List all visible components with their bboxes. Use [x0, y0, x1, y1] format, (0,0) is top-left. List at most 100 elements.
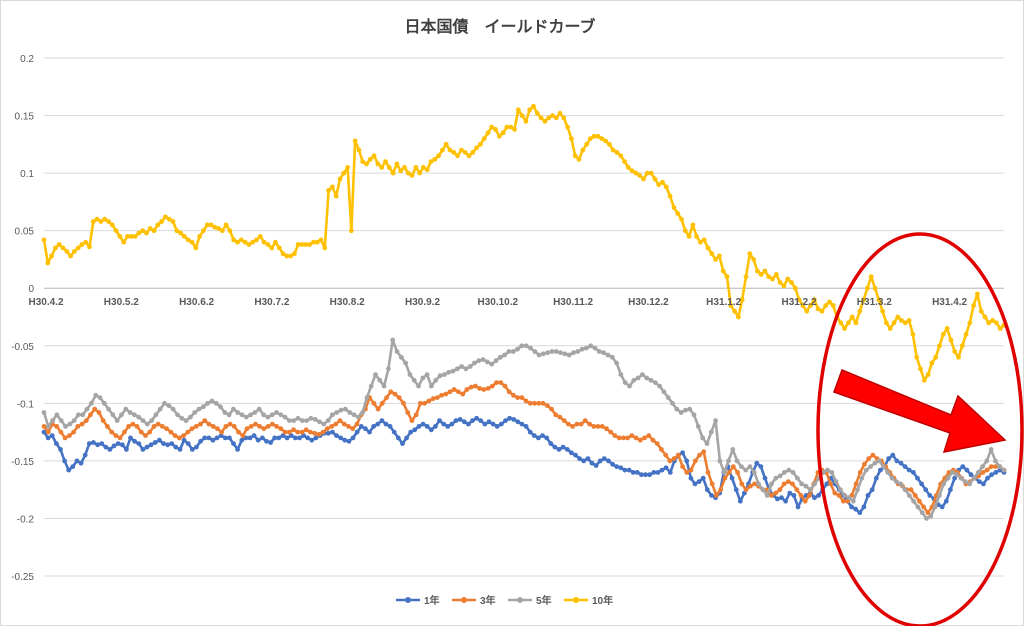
data-point: [352, 138, 358, 144]
data-point: [696, 479, 702, 484]
data-point: [828, 481, 833, 487]
data-point: [633, 435, 639, 441]
data-point: [497, 354, 503, 360]
data-point: [747, 483, 753, 489]
data-point: [796, 297, 802, 303]
data-point: [886, 456, 891, 461]
data-point: [125, 234, 130, 239]
data-point: [202, 418, 208, 423]
data-point: [816, 493, 821, 498]
data-point: [274, 410, 279, 415]
data-point: [360, 159, 366, 165]
data-point: [612, 433, 618, 438]
data-point: [569, 136, 574, 142]
data-point: [997, 326, 1003, 331]
data-point: [564, 447, 570, 452]
data-point: [937, 343, 942, 349]
data-point: [584, 141, 589, 147]
y-tick-label: 0: [28, 284, 34, 295]
data-point: [876, 458, 882, 464]
data-point: [280, 433, 286, 438]
data-point: [659, 447, 664, 452]
data-point: [639, 472, 644, 478]
data-point: [140, 228, 146, 234]
data-point: [906, 467, 912, 473]
data-point: [284, 435, 290, 441]
data-point: [303, 242, 309, 247]
data-point: [557, 110, 563, 116]
data-point: [815, 306, 821, 312]
data-point: [915, 504, 921, 510]
data-point: [751, 470, 757, 475]
data-point: [273, 239, 278, 245]
data-point: [747, 251, 753, 257]
data-point: [333, 421, 339, 427]
data-point: [464, 387, 470, 392]
data-point: [462, 150, 468, 155]
data-point: [90, 219, 96, 224]
y-tick-label: 0.05: [15, 227, 35, 238]
data-point: [390, 337, 396, 343]
data-point: [134, 424, 140, 429]
data-point: [443, 141, 449, 147]
data-point: [868, 464, 873, 469]
x-tick-label: H30.12.2: [628, 297, 669, 308]
data-point: [552, 444, 558, 450]
y-tick-label: 0.1: [20, 169, 34, 180]
data-point: [386, 165, 392, 170]
data-point: [527, 107, 533, 113]
data-point: [412, 427, 418, 433]
data-point: [489, 383, 495, 389]
data-point: [189, 447, 195, 452]
data-point: [138, 429, 144, 435]
data-point: [265, 242, 271, 247]
data-point: [791, 493, 797, 498]
data-point: [442, 372, 447, 377]
data-point: [688, 475, 694, 481]
y-tick-label: 0.2: [20, 54, 34, 65]
data-point: [287, 418, 292, 423]
data-point: [498, 380, 504, 385]
data-point: [663, 184, 669, 190]
data-point: [144, 444, 150, 450]
data-point: [756, 481, 761, 487]
data-point: [153, 412, 159, 418]
data-point: [76, 412, 81, 418]
data-point: [541, 351, 546, 357]
data-point: [629, 168, 635, 174]
data-point: [921, 377, 927, 383]
data-point: [231, 237, 237, 243]
data-point: [227, 435, 232, 441]
data-point: [80, 412, 86, 418]
data-point: [71, 418, 77, 423]
data-point: [585, 456, 591, 461]
y-axis: 0.2 0.15 0.1 0.05 0 -0.05 -0.1 -0.15 -0.2 -0.25: [11, 54, 34, 583]
data-point: [512, 126, 517, 132]
data-point: [726, 458, 731, 464]
data-point: [206, 435, 212, 441]
data-point: [811, 297, 817, 303]
data-point: [299, 418, 305, 423]
data-point: [853, 506, 859, 512]
data-point: [276, 435, 282, 441]
data-point: [478, 141, 483, 147]
x-tick-label: H30.8.2: [330, 297, 365, 308]
data-point: [790, 470, 796, 475]
data-point: [98, 219, 104, 224]
data-point: [54, 424, 60, 429]
data-point: [174, 228, 180, 234]
x-tick-label: H30.11.2: [553, 297, 593, 308]
data-point: [175, 412, 180, 418]
data-point: [261, 426, 267, 432]
data-point: [235, 410, 241, 415]
data-point: [394, 161, 400, 167]
data-point: [72, 249, 77, 254]
data-point: [455, 153, 460, 159]
data-point: [799, 481, 805, 487]
data-point: [41, 429, 47, 435]
data-point: [151, 424, 157, 429]
data-point: [216, 226, 221, 231]
data-point: [838, 320, 844, 326]
data-point: [41, 410, 47, 415]
data-point: [691, 412, 697, 418]
